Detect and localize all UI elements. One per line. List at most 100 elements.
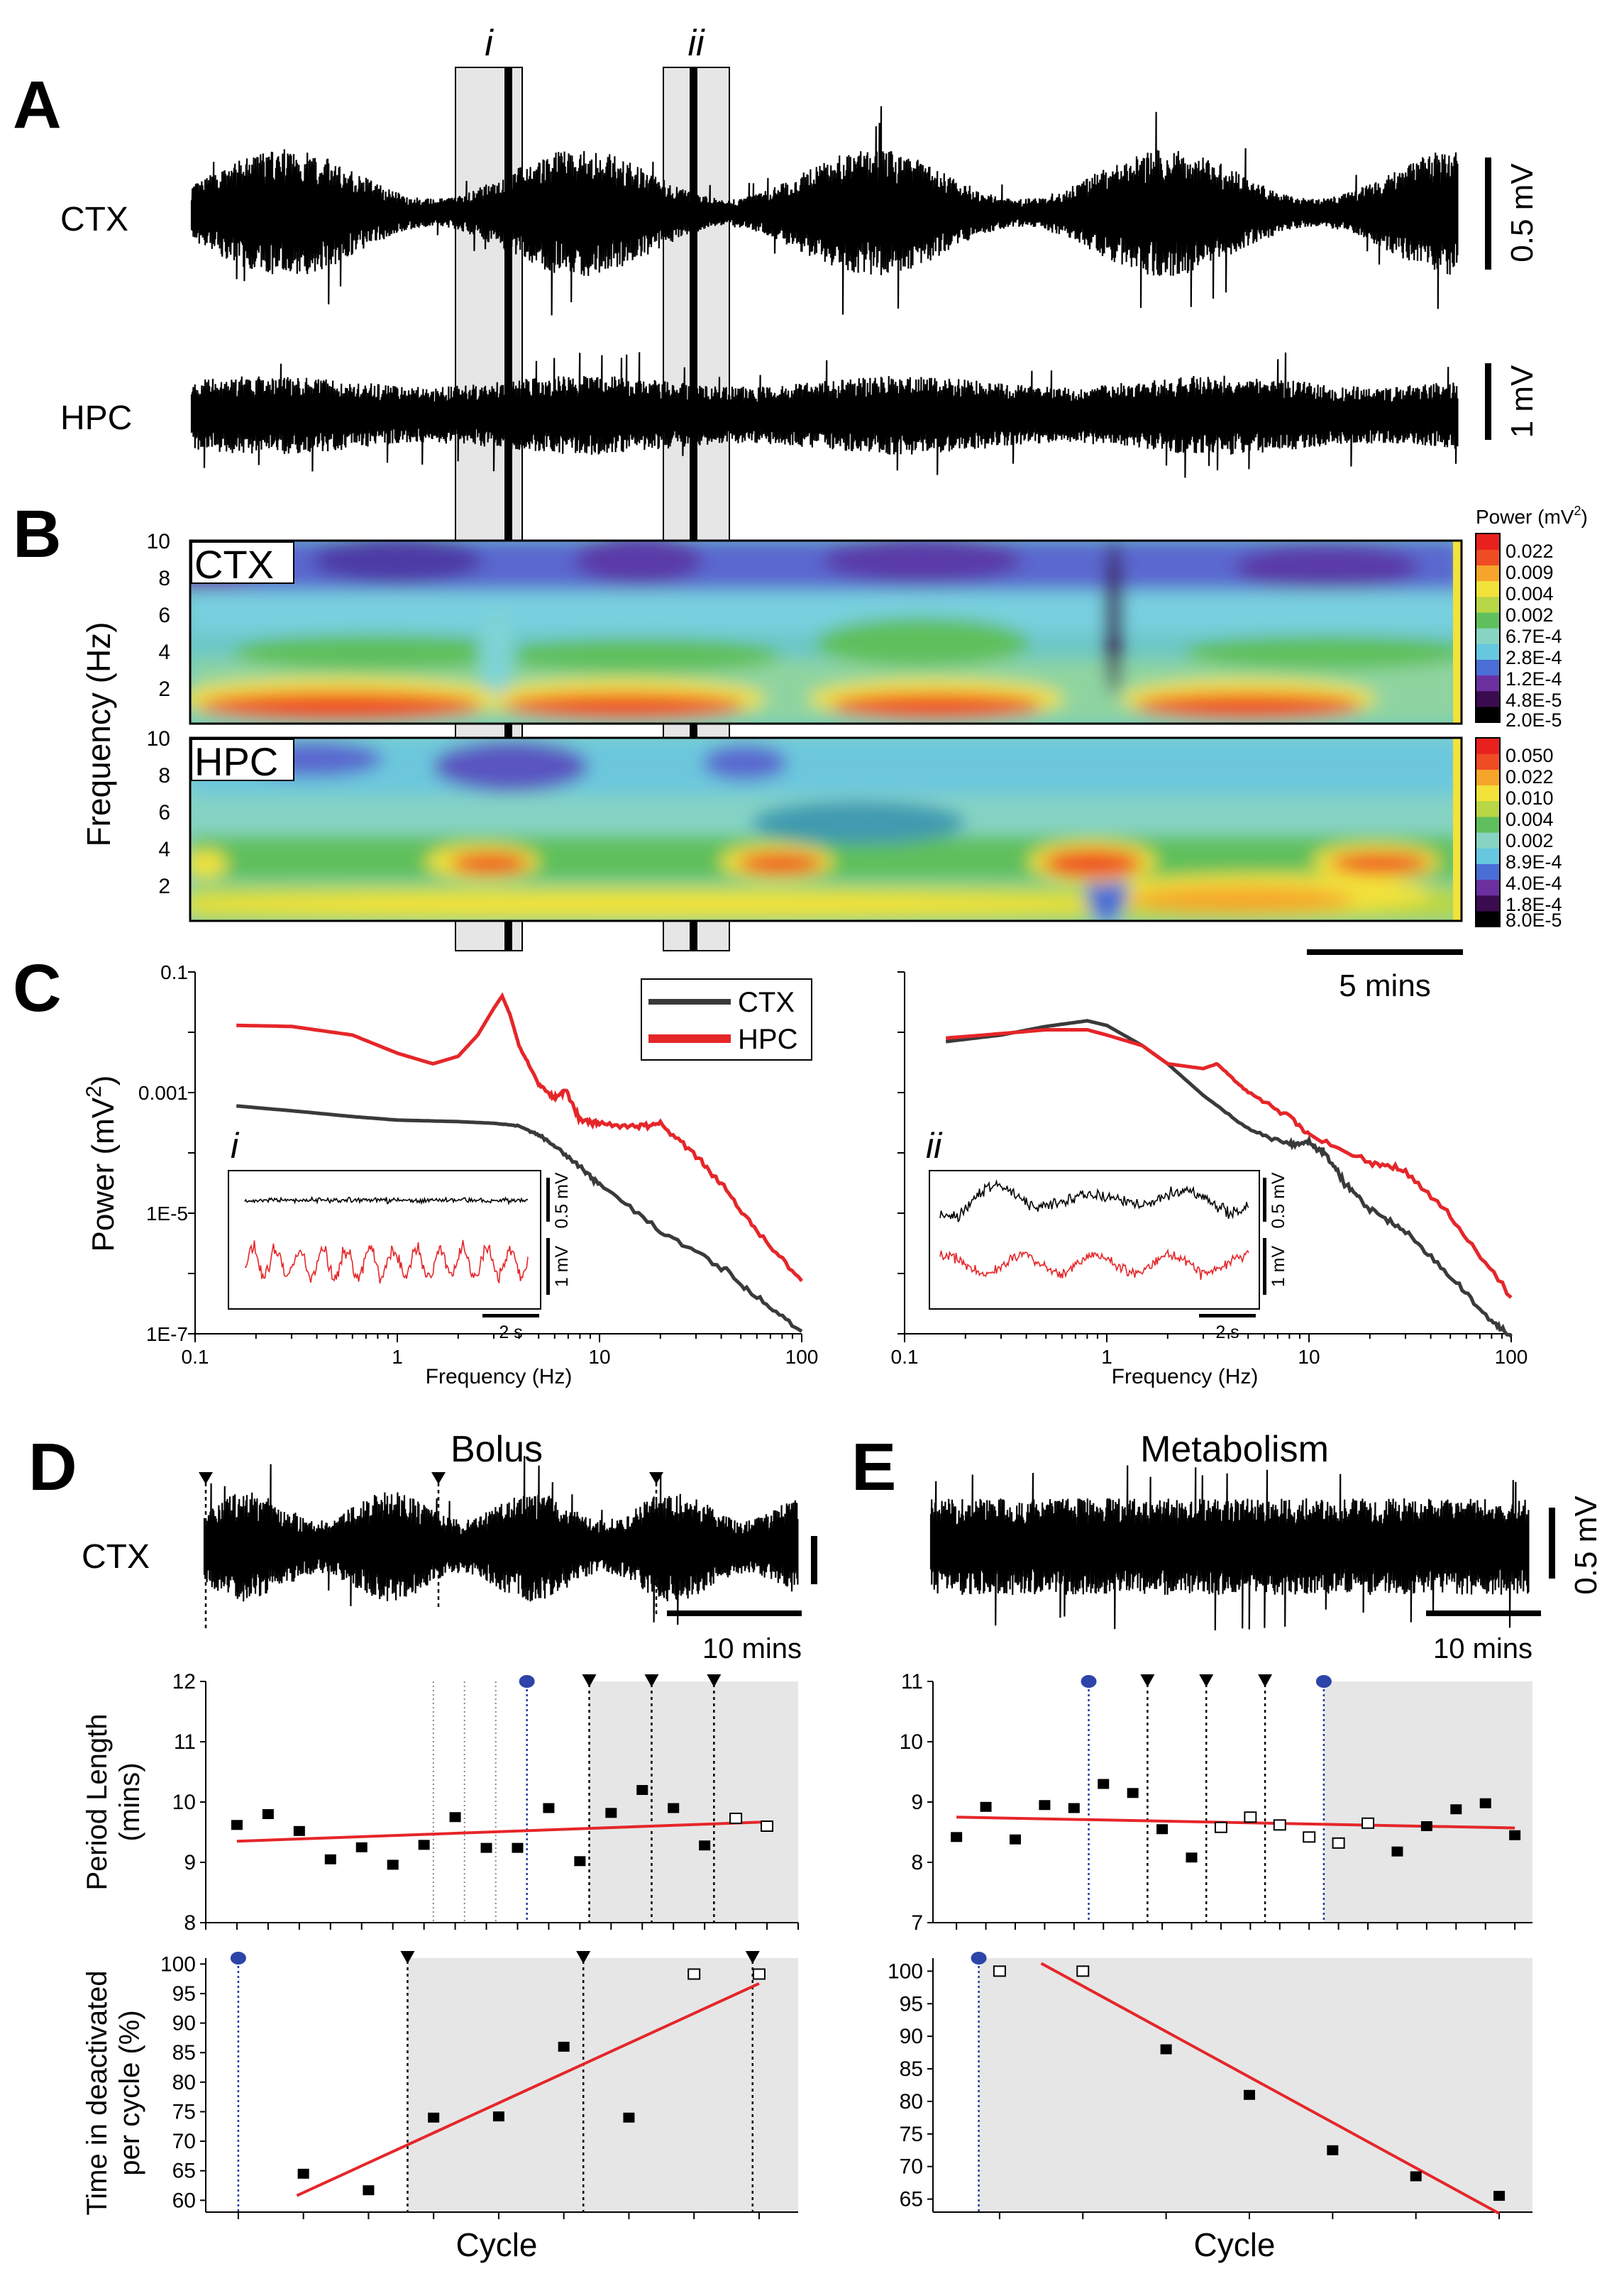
hpc-spectrogram-frame <box>189 736 1463 922</box>
spectrum-ctx-line <box>945 1019 1513 1338</box>
hpc-spectrogram-yticks: 10 8 6 4 2 <box>147 727 170 898</box>
data-point <box>623 2112 635 2123</box>
colorbar-band <box>1476 565 1500 582</box>
bolus-marker <box>1140 1674 1155 1687</box>
panel-label-b: B <box>13 497 62 572</box>
hpc-amplitude-scalebar <box>1485 363 1491 440</box>
hpc-colorbar-ticks: 0.050 0.022 0.010 0.004 0.002 8.9E-4 4.0… <box>1506 745 1562 931</box>
y-tick-label: 95 <box>900 1992 923 2016</box>
svg-text:4.8E-5: 4.8E-5 <box>1506 690 1562 711</box>
epoch-label-i: i <box>485 23 494 64</box>
svg-text:2.8E-4: 2.8E-4 <box>1506 647 1562 668</box>
trace-label-ctx: CTX <box>60 201 128 238</box>
colorbar-band <box>1476 848 1500 864</box>
svg-text:2.0E-5: 2.0E-5 <box>1506 709 1562 731</box>
data-point <box>293 1825 305 1836</box>
svg-text:4: 4 <box>158 838 170 861</box>
spectrum-xlabel-ii: Frequency (Hz) <box>1112 1365 1259 1388</box>
x-tick-label: 100 <box>785 1346 819 1368</box>
bolus-trace-label: CTX <box>82 1538 150 1576</box>
bolus-deactivated-plot: 100 95 90 85 80 75 70 65 60 <box>160 1951 798 2219</box>
hpc-spectrogram-tag-bg <box>191 739 294 781</box>
data-point <box>1493 2191 1506 2201</box>
ctx-spectrogram-yticks: 10 8 6 4 2 <box>147 530 170 701</box>
x-tick-label: 10 <box>1298 1346 1320 1368</box>
colorbar-band <box>1476 628 1500 644</box>
data-point <box>418 1840 430 1850</box>
spectrum-xlabel-i: Frequency (Hz) <box>426 1365 573 1388</box>
epoch-label-ii: ii <box>687 23 705 64</box>
metabolism-amp-scalebar-label: 0.5 mV <box>1569 1496 1603 1595</box>
y-tick-label: 75 <box>172 2100 196 2123</box>
bolus-amplitude-scalebar <box>811 1536 817 1584</box>
svg-text:2: 2 <box>158 678 170 701</box>
x-tick-label: 100 <box>1495 1346 1528 1368</box>
start-marker <box>971 1952 987 1965</box>
data-point-open <box>1244 1811 1257 1823</box>
data-point-open <box>687 1968 701 1980</box>
regression-line <box>236 1820 768 1843</box>
hpc-spectrogram <box>190 738 1462 921</box>
x-tick-label: 1 <box>392 1346 403 1368</box>
ctx-amplitude-scalebar <box>1485 158 1491 270</box>
colorbar-band <box>1476 753 1500 770</box>
y-tick-label: 100 <box>160 1952 196 1976</box>
svg-text:8: 8 <box>158 764 170 788</box>
colorbar-band <box>1476 580 1500 597</box>
spectrum-hpc-line <box>946 1028 1513 1299</box>
panel-d: Bolus CTX 10 mins Period Length(mins) 12… <box>82 1429 817 2263</box>
time-scalebar-5min-label: 5 mins <box>1339 968 1431 1003</box>
data-point <box>1420 1821 1432 1831</box>
spectrum-hpc-line <box>236 992 803 1283</box>
ctx-colorbar-ticks: 0.022 0.009 0.004 0.002 6.7E-4 2.8E-4 1.… <box>1506 541 1562 731</box>
panel-label-a: A <box>13 67 62 143</box>
svg-text:0.050: 0.050 <box>1506 745 1554 766</box>
y-tick-label: 75 <box>900 2123 923 2146</box>
x-tick-label: 1 <box>1101 1346 1112 1368</box>
bolus-injection-markers <box>199 1472 663 1632</box>
start-marker <box>1081 1675 1097 1688</box>
data-point <box>574 1856 586 1867</box>
data-point-open <box>729 1812 743 1824</box>
ctx-scalebar-label: 0.5 mV <box>1505 163 1540 263</box>
data-point <box>1009 1834 1021 1845</box>
svg-text:8: 8 <box>158 567 170 590</box>
treatment-shading <box>978 1958 1532 2212</box>
colorbar-band <box>1476 910 1500 927</box>
data-point <box>363 2185 375 2196</box>
data-point <box>512 1842 524 1853</box>
metabolism-title: Metabolism <box>1140 1429 1329 1470</box>
data-point-open <box>752 1968 766 1980</box>
y-tick-label: 90 <box>900 2025 923 2048</box>
legend-ctx-label: CTX <box>738 987 795 1018</box>
y-tick-label: 10 <box>172 1791 196 1814</box>
metabolism-time-scalebar <box>1426 1610 1541 1616</box>
y-tick-label: 9 <box>184 1851 196 1874</box>
svg-text:0.004: 0.004 <box>1506 583 1554 604</box>
inset-ii-hpc-trace <box>939 1248 1249 1280</box>
svg-text:6: 6 <box>158 801 170 824</box>
ctx-lfp-trace <box>190 106 1459 316</box>
y-tick-label: 9 <box>911 1791 923 1814</box>
bolus-time-scalebar <box>667 1610 802 1616</box>
bolus-period-ylabel: Period Length(mins) <box>82 1713 145 1890</box>
data-point-open <box>761 1820 774 1832</box>
panel-label-d: D <box>28 1430 77 1505</box>
data-point <box>951 1832 963 1842</box>
bolus-title: Bolus <box>451 1429 543 1470</box>
y-tick-label: 1E-5 <box>146 1203 188 1225</box>
svg-text:10: 10 <box>147 530 170 553</box>
svg-text:8.0E-5: 8.0E-5 <box>1506 910 1562 931</box>
data-point-open <box>1076 1965 1090 1977</box>
colorbar-band <box>1476 549 1500 565</box>
y-tick-label: 11 <box>901 1670 923 1693</box>
data-point-open <box>1273 1819 1286 1831</box>
data-point <box>1509 1830 1521 1840</box>
data-point <box>636 1785 648 1795</box>
y-tick-label: 65 <box>900 2188 923 2211</box>
y-tick-label: 85 <box>900 2057 923 2081</box>
panel-b: Frequency (Hz) <box>80 504 1588 1003</box>
svg-text:6: 6 <box>158 604 170 627</box>
x-tick-label: 0.1 <box>891 1346 919 1368</box>
colorbar-band <box>1476 706 1500 723</box>
